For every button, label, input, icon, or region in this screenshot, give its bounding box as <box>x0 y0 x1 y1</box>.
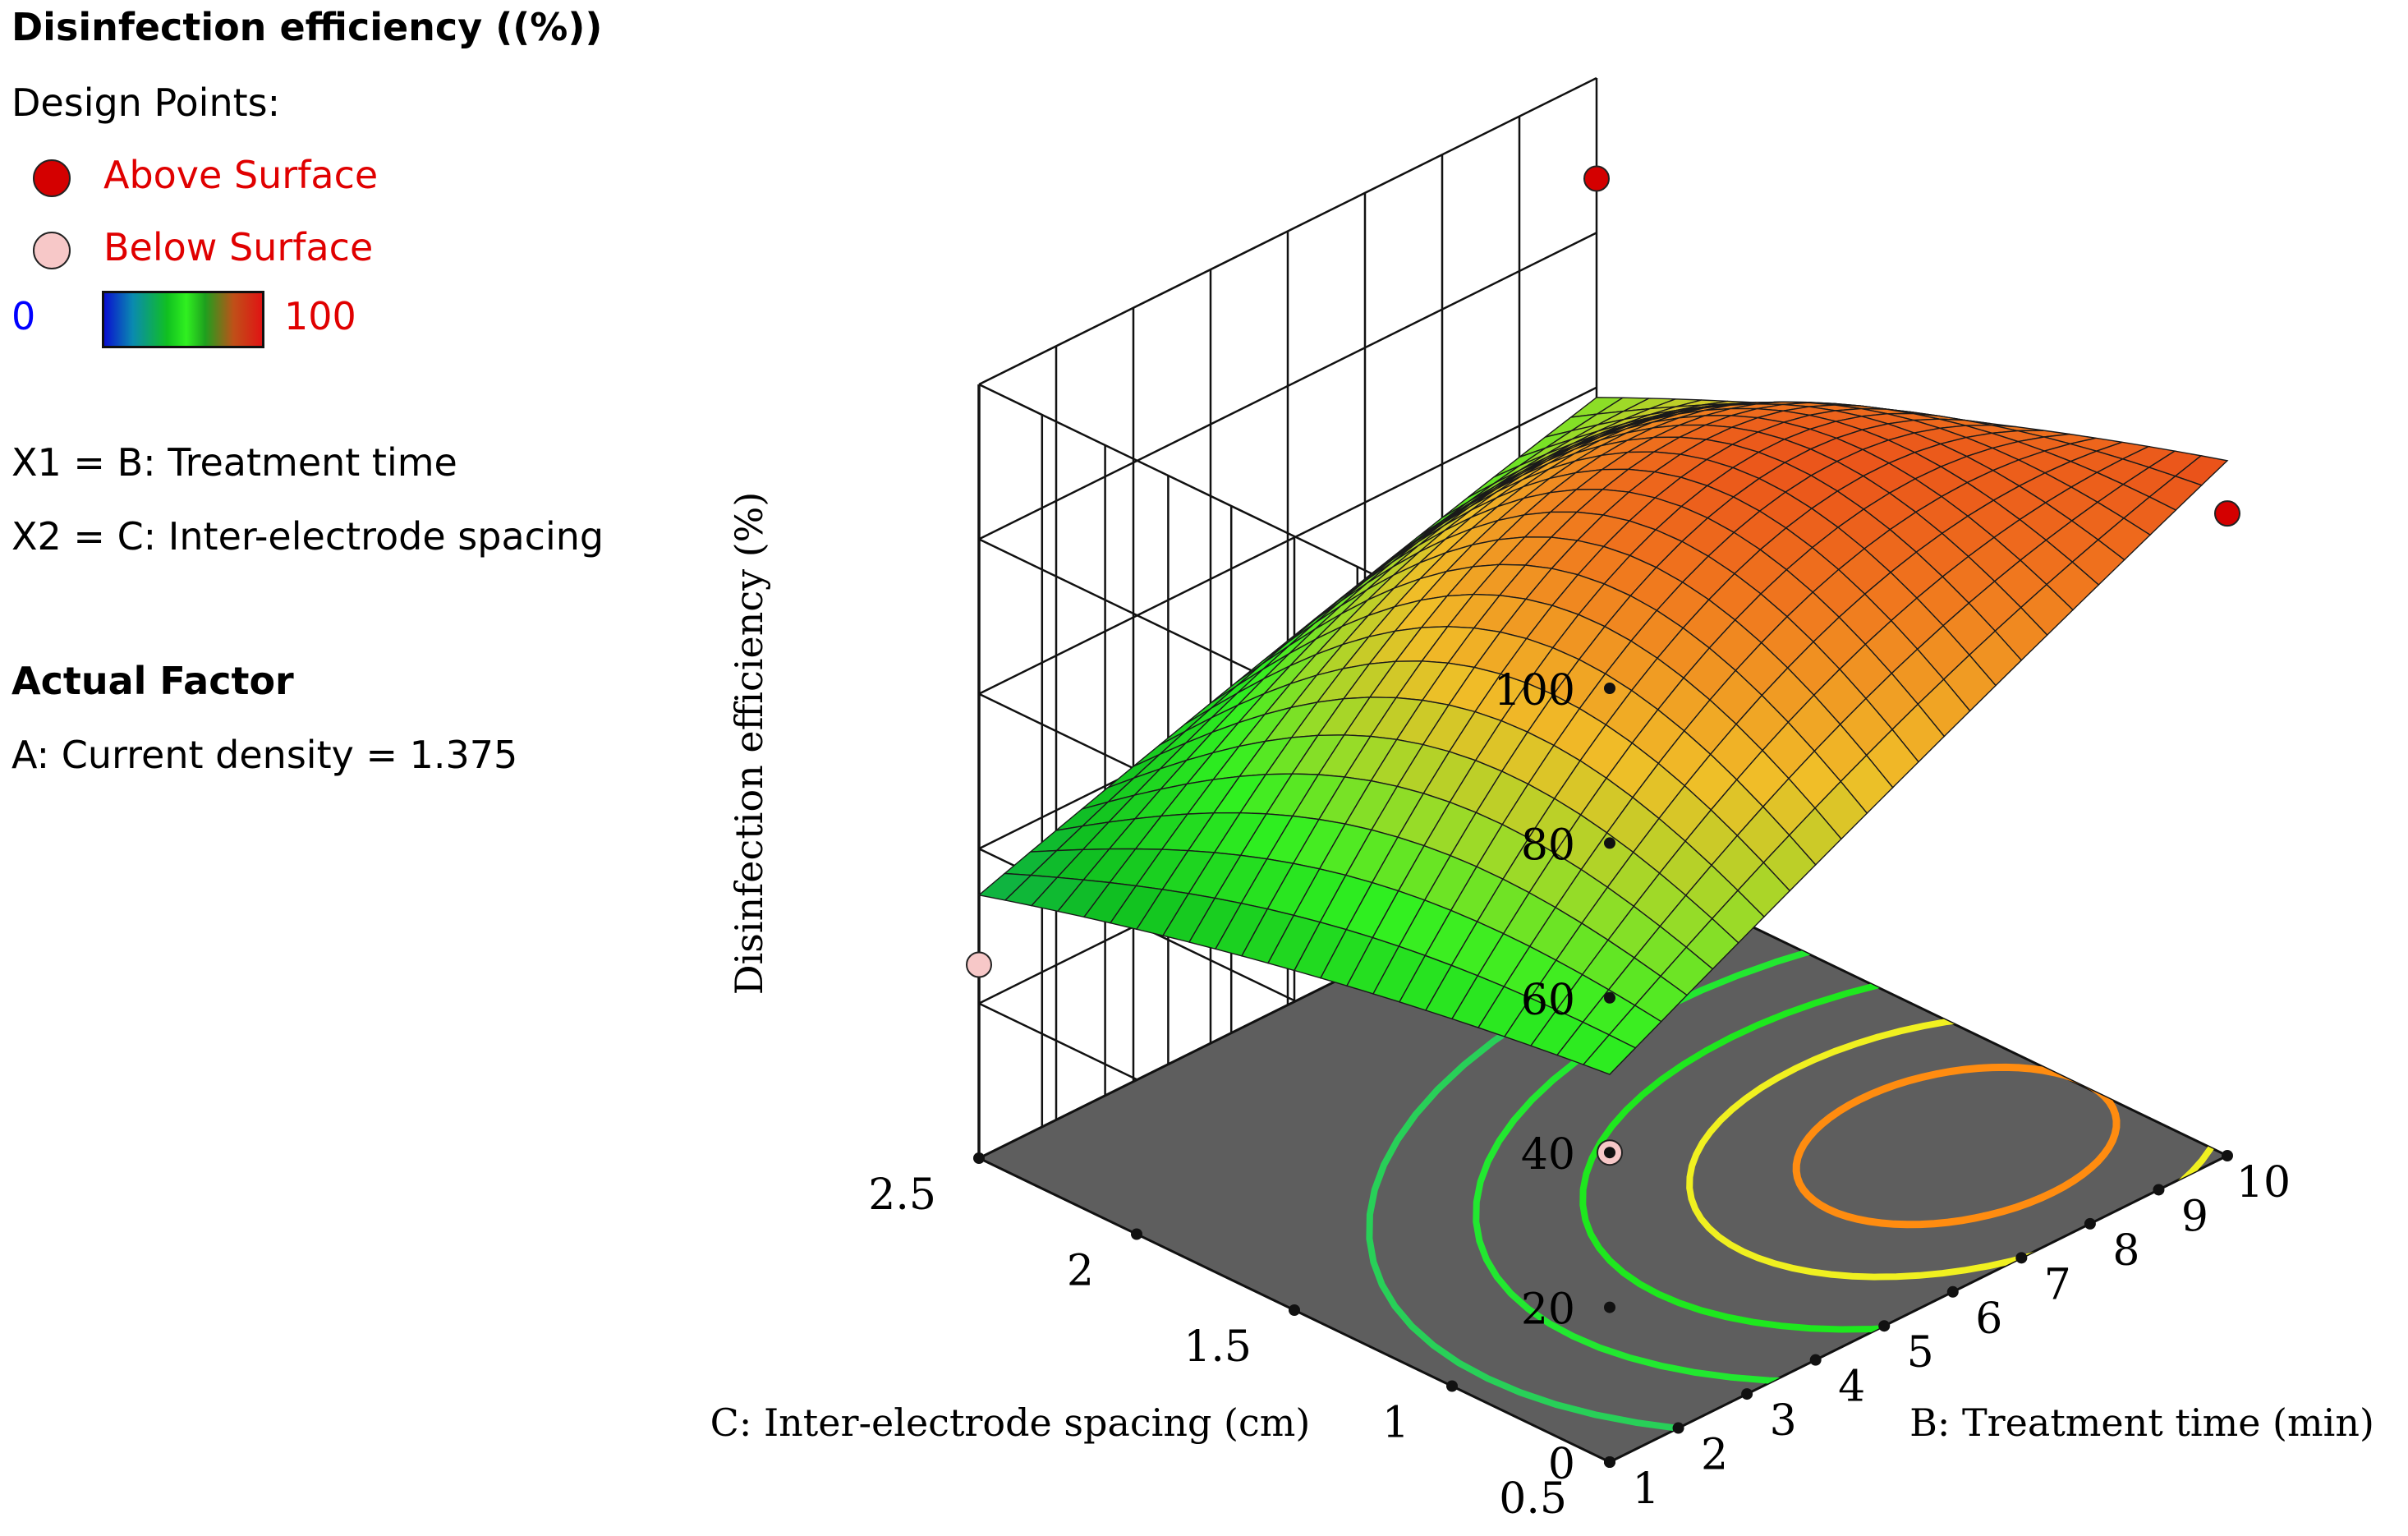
below-surface-label: Below Surface <box>103 225 374 269</box>
z-tick-label: 0 <box>1548 1440 1575 1489</box>
b-tick-mark <box>2015 1252 2028 1264</box>
legend-title: Disinfection efficiency ((%)) <box>11 5 603 49</box>
scale-max-label: 100 <box>284 294 356 338</box>
c-tick-mark <box>1604 1456 1615 1468</box>
above-surface-dot-icon <box>33 159 71 197</box>
c-tick-label: 0.5 <box>1499 1474 1567 1524</box>
x2-definition: X2 = C: Inter-electrode spacing <box>11 514 604 559</box>
z-tick-label: 60 <box>1521 976 1575 1025</box>
b-tick-label: 2 <box>1701 1431 1728 1480</box>
b-tick-label: 1 <box>1632 1465 1659 1514</box>
above-surface-label: Above Surface <box>103 153 379 197</box>
c-tick-label: 1 <box>1382 1399 1409 1448</box>
c-tick-mark <box>1446 1380 1458 1392</box>
wall-grid-line <box>978 76 1597 386</box>
c-tick-mark <box>1131 1228 1142 1240</box>
b-tick-mark <box>1672 1422 1684 1434</box>
contour-line <box>1792 1063 2121 1229</box>
z-tick-label: 20 <box>1521 1285 1575 1335</box>
z-tick-mark <box>1604 1147 1615 1159</box>
b-tick-mark <box>2084 1217 2096 1230</box>
c-tick-label: 2.5 <box>868 1170 936 1220</box>
design-points <box>966 165 2240 1166</box>
z-tick-mark <box>1604 1301 1615 1313</box>
design-points-label: Design Points: <box>11 80 281 125</box>
b-tick-label: 8 <box>2112 1226 2139 1276</box>
b-tick-mark <box>2153 1184 2165 1196</box>
design-point-above <box>1583 165 1610 192</box>
z-tick-label: 80 <box>1521 821 1575 870</box>
b-tick-label: 4 <box>1838 1363 1865 1412</box>
c-tick-mark <box>1289 1304 1300 1316</box>
actual-factor-heading: Actual Factor <box>11 659 294 703</box>
scale-min-label: 0 <box>11 294 36 338</box>
b-tick-label: 6 <box>1975 1295 2002 1344</box>
b-tick-mark <box>1741 1388 1753 1400</box>
b-tick-mark <box>1946 1285 1959 1298</box>
response-surface <box>977 397 2229 1075</box>
c-tick-mark <box>973 1152 985 1164</box>
c-axis-label: C: Inter-electrode spacing (cm) <box>710 1400 1311 1445</box>
wall-grid-line <box>978 232 1597 540</box>
b-tick-label: 10 <box>2236 1158 2291 1207</box>
design-point-above <box>2214 500 2240 527</box>
b-tick-mark <box>1878 1320 1891 1332</box>
wall-grid-line <box>978 386 1597 695</box>
contour-line <box>1686 1011 2226 1281</box>
z-axis-label: Disinfection efficiency (%) <box>727 492 771 996</box>
c-tick-label: 1.5 <box>1183 1322 1252 1372</box>
below-surface-dot-icon <box>33 232 71 269</box>
z-tick-mark <box>1604 837 1615 849</box>
c-tick-label: 2 <box>1067 1247 1094 1296</box>
design-point-below <box>966 951 992 978</box>
b-axis-label: B: Treatment time (min) <box>1909 1400 2374 1445</box>
b-tick-mark <box>2222 1150 2233 1161</box>
z-tick-mark <box>1604 683 1615 694</box>
surface-cell <box>1582 1034 1637 1075</box>
x1-definition: X1 = B: Treatment time <box>11 440 457 485</box>
b-tick-label: 9 <box>2181 1192 2208 1241</box>
actual-factor-value: A: Current density = 1.375 <box>11 733 518 777</box>
z-tick-mark <box>1604 991 1615 1004</box>
color-scale-bar <box>102 291 264 348</box>
b-tick-label: 3 <box>1770 1396 1797 1446</box>
b-tick-label: 7 <box>2044 1260 2071 1309</box>
b-tick-mark <box>1809 1354 1822 1366</box>
z-tick-label: 40 <box>1521 1130 1575 1180</box>
b-tick-label: 5 <box>1907 1328 1934 1377</box>
z-tick-label: 100 <box>1494 666 1575 715</box>
